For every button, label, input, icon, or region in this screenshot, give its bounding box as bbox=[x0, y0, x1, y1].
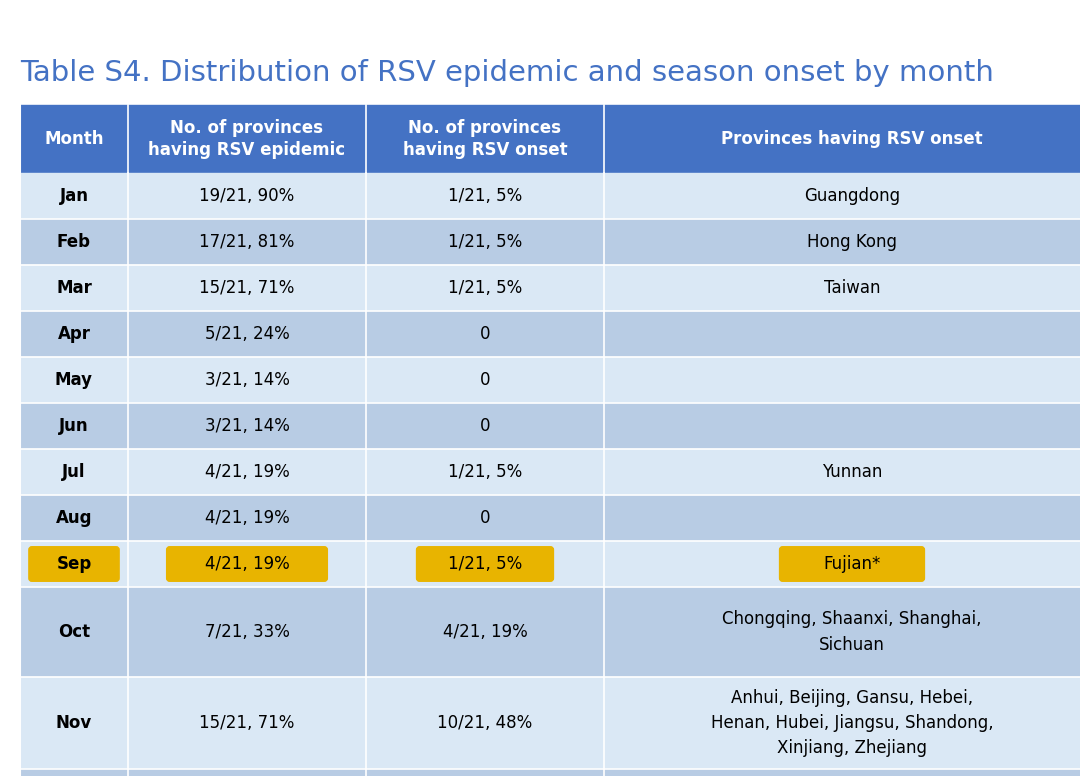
Text: 0: 0 bbox=[480, 371, 490, 389]
Bar bbox=[21, 495, 1080, 541]
Text: 4/21, 19%: 4/21, 19% bbox=[204, 509, 289, 527]
Bar bbox=[21, 587, 1080, 677]
Text: Provinces having RSV onset: Provinces having RSV onset bbox=[721, 130, 983, 148]
Text: May: May bbox=[55, 371, 93, 389]
Text: Anhui, Beijing, Gansu, Hebei,
Henan, Hubei, Jiangsu, Shandong,
Xinjiang, Zhejian: Anhui, Beijing, Gansu, Hebei, Henan, Hub… bbox=[711, 689, 994, 757]
Bar bbox=[21, 357, 1080, 403]
Bar bbox=[21, 769, 1080, 776]
Text: Mar: Mar bbox=[56, 279, 92, 297]
Text: Yunnan: Yunnan bbox=[822, 463, 882, 481]
Text: Month: Month bbox=[44, 130, 104, 148]
Text: 3/21, 14%: 3/21, 14% bbox=[204, 371, 289, 389]
Bar bbox=[21, 265, 1080, 311]
Text: 1/21, 5%: 1/21, 5% bbox=[448, 463, 522, 481]
Text: 1/21, 5%: 1/21, 5% bbox=[448, 555, 522, 573]
Text: Sep: Sep bbox=[56, 555, 92, 573]
FancyBboxPatch shape bbox=[417, 547, 553, 581]
Text: 7/21, 33%: 7/21, 33% bbox=[204, 623, 289, 641]
Text: Jan: Jan bbox=[59, 187, 89, 205]
FancyBboxPatch shape bbox=[166, 547, 327, 581]
Text: Jun: Jun bbox=[59, 417, 89, 435]
Text: Chongqing, Shaanxi, Shanghai,
Sichuan: Chongqing, Shaanxi, Shanghai, Sichuan bbox=[723, 611, 982, 653]
Text: No. of provinces
having RSV epidemic: No. of provinces having RSV epidemic bbox=[148, 119, 346, 159]
Text: Oct: Oct bbox=[58, 623, 90, 641]
Text: Aug: Aug bbox=[56, 509, 92, 527]
Bar bbox=[21, 311, 1080, 357]
Text: 4/21, 19%: 4/21, 19% bbox=[204, 463, 289, 481]
Text: 1/21, 5%: 1/21, 5% bbox=[448, 233, 522, 251]
Text: Hong Kong: Hong Kong bbox=[807, 233, 897, 251]
Text: No. of provinces
having RSV onset: No. of provinces having RSV onset bbox=[403, 119, 567, 159]
Text: 4/21, 19%: 4/21, 19% bbox=[443, 623, 527, 641]
Bar bbox=[21, 105, 1080, 173]
FancyBboxPatch shape bbox=[29, 547, 119, 581]
Bar bbox=[21, 403, 1080, 449]
Text: Guangdong: Guangdong bbox=[804, 187, 900, 205]
Text: 0: 0 bbox=[480, 417, 490, 435]
Text: 0: 0 bbox=[480, 509, 490, 527]
FancyBboxPatch shape bbox=[780, 547, 924, 581]
Text: Taiwan: Taiwan bbox=[824, 279, 880, 297]
Text: 19/21, 90%: 19/21, 90% bbox=[200, 187, 295, 205]
Text: 1/21, 5%: 1/21, 5% bbox=[448, 187, 522, 205]
Bar bbox=[21, 219, 1080, 265]
Text: Table S4. Distribution of RSV epidemic and season onset by month: Table S4. Distribution of RSV epidemic a… bbox=[21, 59, 994, 87]
Text: 3/21, 14%: 3/21, 14% bbox=[204, 417, 289, 435]
Text: 15/21, 71%: 15/21, 71% bbox=[200, 279, 295, 297]
Text: Fujian*: Fujian* bbox=[823, 555, 880, 573]
Text: 1/21, 5%: 1/21, 5% bbox=[448, 279, 522, 297]
Text: 15/21, 71%: 15/21, 71% bbox=[200, 714, 295, 732]
Bar bbox=[21, 173, 1080, 219]
Text: Feb: Feb bbox=[57, 233, 91, 251]
Bar bbox=[21, 541, 1080, 587]
Text: 17/21, 81%: 17/21, 81% bbox=[200, 233, 295, 251]
Text: 10/21, 48%: 10/21, 48% bbox=[437, 714, 532, 732]
Text: Apr: Apr bbox=[57, 325, 91, 343]
Text: 0: 0 bbox=[480, 325, 490, 343]
Text: 5/21, 24%: 5/21, 24% bbox=[204, 325, 289, 343]
Text: Jul: Jul bbox=[63, 463, 85, 481]
Text: 4/21, 19%: 4/21, 19% bbox=[204, 555, 289, 573]
Bar bbox=[21, 677, 1080, 769]
Text: Nov: Nov bbox=[56, 714, 92, 732]
Bar bbox=[21, 449, 1080, 495]
